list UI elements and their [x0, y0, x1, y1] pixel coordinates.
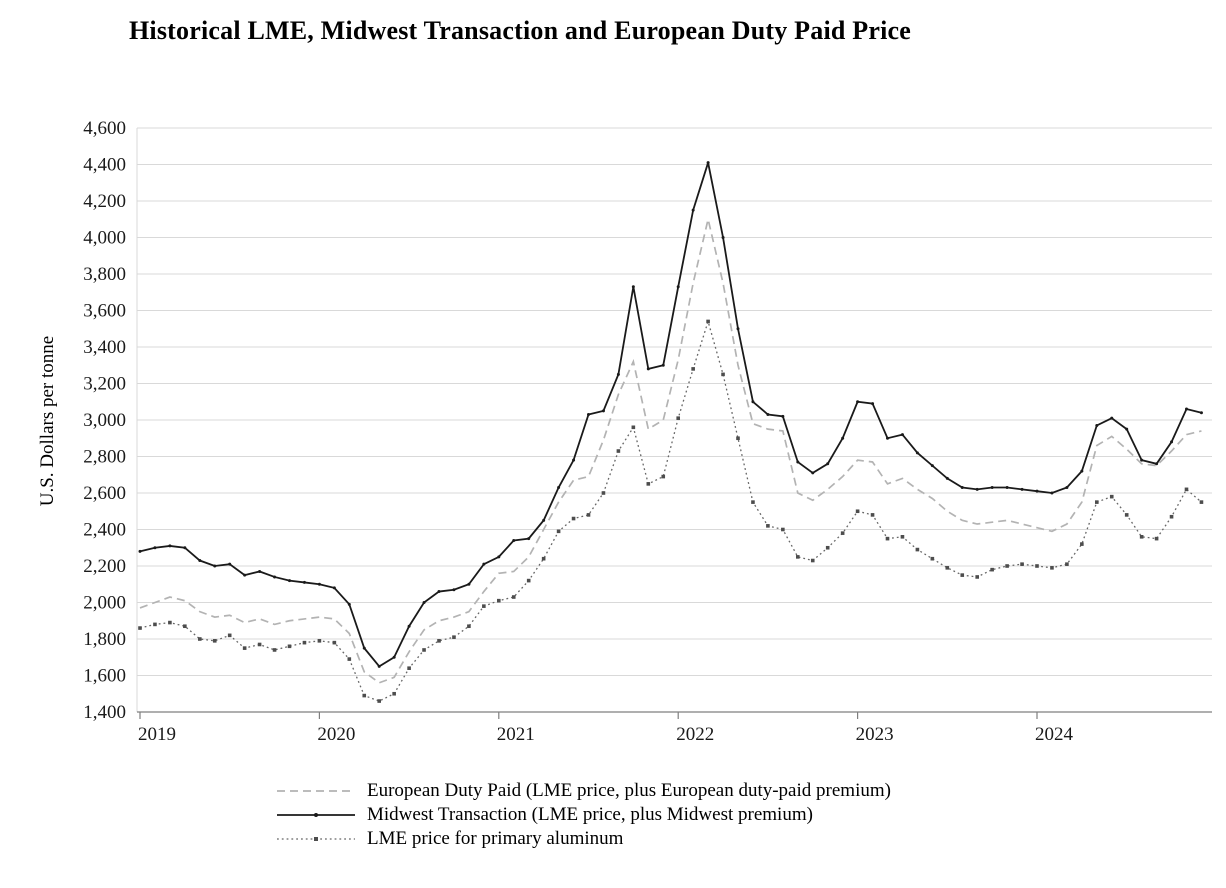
svg-text:3,800: 3,800 [83, 264, 126, 285]
svg-text:4,400: 4,400 [83, 155, 126, 176]
svg-text:3,600: 3,600 [83, 301, 126, 322]
legend-item-european-duty-paid: European Duty Paid (LME price, plus Euro… [277, 780, 891, 801]
svg-text:3,200: 3,200 [83, 374, 126, 395]
legend: European Duty Paid (LME price, plus Euro… [277, 780, 891, 849]
dotted-line-swatch-icon [277, 837, 355, 841]
svg-text:1,600: 1,600 [83, 666, 126, 687]
svg-text:2,400: 2,400 [83, 520, 126, 541]
svg-text:2,800: 2,800 [83, 447, 126, 468]
legend-item-midwest-transaction: Midwest Transaction (LME price, plus Mid… [277, 804, 891, 825]
legend-label: LME price for primary aluminum [367, 828, 624, 849]
svg-text:2022: 2022 [676, 724, 714, 745]
svg-text:2024: 2024 [1035, 724, 1074, 745]
svg-text:2,200: 2,200 [83, 556, 126, 577]
svg-text:4,600: 4,600 [83, 118, 126, 139]
dashed-line-swatch-icon [277, 790, 355, 792]
svg-text:2023: 2023 [856, 724, 894, 745]
chart-title: Historical LME, Midwest Transaction and … [129, 16, 911, 45]
svg-text:4,000: 4,000 [83, 228, 126, 249]
svg-text:4,200: 4,200 [83, 191, 126, 212]
price-chart: 1,400 1,600 1,800 2,000 2,200 2,400 2,600 2,800… [83, 118, 1212, 745]
svg-text:2,600: 2,600 [83, 483, 126, 504]
svg-text:2019: 2019 [138, 724, 176, 745]
svg-text:3,000: 3,000 [83, 410, 126, 431]
svg-text:2,000: 2,000 [83, 593, 126, 614]
svg-text:1,800: 1,800 [83, 629, 126, 650]
svg-text:2020: 2020 [317, 724, 355, 745]
svg-text:1,400: 1,400 [83, 702, 126, 723]
legend-label: Midwest Transaction (LME price, plus Mid… [367, 804, 813, 825]
solid-line-swatch-icon [277, 813, 355, 817]
svg-text:2021: 2021 [497, 724, 535, 745]
svg-text:3,400: 3,400 [83, 337, 126, 358]
legend-label: European Duty Paid (LME price, plus Euro… [367, 780, 891, 801]
legend-item-lme-price: LME price for primary aluminum [277, 828, 891, 849]
